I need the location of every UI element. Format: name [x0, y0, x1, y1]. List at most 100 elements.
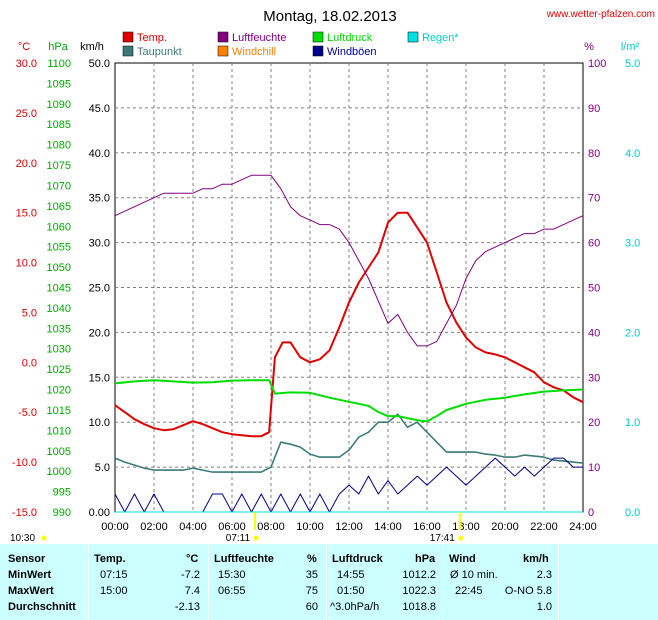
row-label: MinWert: [8, 569, 52, 581]
time-tick-label: 24:00: [569, 521, 597, 533]
rain-unit: l/m²: [621, 41, 640, 53]
temp-tick-label: 30.0: [16, 58, 37, 70]
time-tick-label: 22:00: [530, 521, 558, 533]
sun-time-label: 17:41: [430, 533, 455, 544]
humidity-tick-label: 0: [588, 507, 594, 519]
temp-value: 7.4: [184, 585, 200, 597]
wind-tick-label: 25.0: [89, 283, 110, 295]
pressure-value: 1022.3: [402, 585, 436, 597]
legend: Temp. Luftfeuchte Luftdruck Regen* Taupunkt W…: [122, 31, 459, 58]
series-line: [114, 174, 584, 347]
axis-units: °C hPa km/h% l/m²: [18, 41, 640, 53]
wind-tick-label: 40.0: [89, 148, 110, 160]
time-tick-label: 00:00: [101, 521, 129, 533]
pressure-tick-label: 1045: [47, 283, 71, 295]
legend-swatch: [217, 45, 229, 57]
humidity-tick-label: 20: [588, 417, 600, 429]
table-row: MinWert 07:15 -7.2 15:30 35 14:55 1012.2…: [0, 568, 658, 583]
temp-tick-label: -15.0: [12, 507, 37, 519]
pressure-tick-label: 1095: [47, 78, 71, 90]
rain-tick-label: 3.0: [625, 238, 640, 250]
sun-dot: [41, 535, 47, 541]
temp-tick-label: 20.0: [16, 158, 37, 170]
wind-tick-label: 50.0: [89, 58, 110, 70]
header-temp-unit: °C: [186, 553, 199, 565]
sun-dot: [458, 535, 464, 541]
header-sensor: Sensor: [8, 553, 46, 565]
wind-value: 1.0: [536, 601, 552, 613]
grid: [114, 62, 584, 513]
legend-label: Regen*: [422, 32, 459, 44]
table-row: MaxWert 15:00 7.4 06:55 75 01:50 1022.3 …: [0, 584, 658, 599]
header-humidity: Luftfeuchte: [214, 553, 274, 565]
table-divider: [88, 544, 89, 620]
pressure-tick-label: 1080: [47, 140, 71, 152]
wind-tick-label: 10.0: [89, 417, 110, 429]
series-line: [114, 211, 584, 438]
humidity-tick-label: 100: [588, 58, 606, 70]
sun-time-label: 07:11: [226, 533, 251, 544]
humidity-unit: %: [584, 41, 594, 53]
legend-label: Taupunkt: [137, 46, 182, 58]
time-tick-label: 10:00: [296, 521, 324, 533]
time-tick-label: 14:00: [374, 521, 402, 533]
rain-tick-label: 2.0: [625, 327, 640, 339]
temp-tick-label: 15.0: [16, 208, 37, 220]
pressure-tick-label: 1100: [47, 58, 71, 70]
pressure-time: 01:50: [337, 585, 365, 597]
pressure-value: 1018.8: [402, 601, 436, 613]
temp-value: -2.13: [174, 601, 200, 613]
legend-label: Luftdruck: [327, 32, 373, 44]
pressure-time: 14:55: [337, 569, 365, 581]
pressure-tick-label: 1085: [47, 119, 71, 131]
series-lines: [114, 174, 584, 513]
stats-table: Sensor Temp. °C Luftfeuchte % Luftdruck …: [0, 544, 658, 620]
humidity-value: 35: [305, 569, 318, 581]
legend-label: Luftfeuchte: [232, 32, 286, 44]
site-link[interactable]: www.wetter-pfalzen.com: [546, 9, 655, 20]
series-line: [114, 379, 584, 423]
pressure-tick-label: 1000: [47, 466, 71, 478]
header-wind-unit: km/h: [523, 553, 549, 565]
temp-value: -7.2: [181, 569, 200, 581]
legend-swatch: [217, 31, 229, 43]
pressure-tick-label: 1055: [47, 242, 71, 254]
temp-tick-label: -5.0: [18, 407, 37, 419]
pressure-tick-label: 1090: [47, 99, 71, 111]
legend-swatch: [407, 31, 419, 43]
sun-markers: 07:11 17:41 10:30: [10, 512, 464, 544]
wind-tick-label: 45.0: [89, 103, 110, 115]
legend-swatch: [312, 45, 324, 57]
time-tick-label: 12:00: [335, 521, 363, 533]
humidity-time: 06:55: [218, 585, 246, 597]
rain-tick-label: 5.0: [625, 58, 640, 70]
humidity-tick-label: 50: [588, 283, 600, 295]
pressure-tick-label: 995: [53, 487, 71, 499]
time-tick-label: 06:00: [218, 521, 246, 533]
wind-tick-label: 5.0: [95, 462, 110, 474]
header-temp: Temp.: [94, 553, 126, 565]
pressure-unit: hPa: [48, 41, 68, 53]
rain-tick-label: 1.0: [625, 417, 640, 429]
humidity-time: 15:30: [218, 569, 246, 581]
sun-dot: [253, 535, 259, 541]
row-label: Durchschnitt: [8, 601, 76, 613]
wind-tick-label: 15.0: [89, 372, 110, 384]
pressure-tick-label: 1065: [47, 201, 71, 213]
legend-swatch: [122, 45, 134, 57]
humidity-tick-label: 30: [588, 372, 600, 384]
pressure-value: 1012.2: [402, 569, 436, 581]
humidity-tick-label: 40: [588, 327, 600, 339]
row-label: MaxWert: [8, 585, 54, 597]
pressure-tick-label: 1075: [47, 160, 71, 172]
pressure-tick-label: 1010: [47, 425, 71, 437]
chart-title: Montag, 18.02.2013: [263, 8, 396, 25]
table-header: Sensor Temp. °C Luftfeuchte % Luftdruck …: [0, 552, 658, 567]
rain-tick-label: 0.0: [625, 507, 640, 519]
temp-tick-label: 25.0: [16, 108, 37, 120]
table-divider: [208, 544, 209, 620]
tick-labels: 30.0 25.0 20.0 15.0 10.0 5.0 0.0 -5.0 -10.0 -15.0…: [12, 58, 640, 533]
series-line: [114, 413, 584, 473]
temp-time: 15:00: [100, 585, 128, 597]
pressure-tick-label: 990: [53, 507, 71, 519]
